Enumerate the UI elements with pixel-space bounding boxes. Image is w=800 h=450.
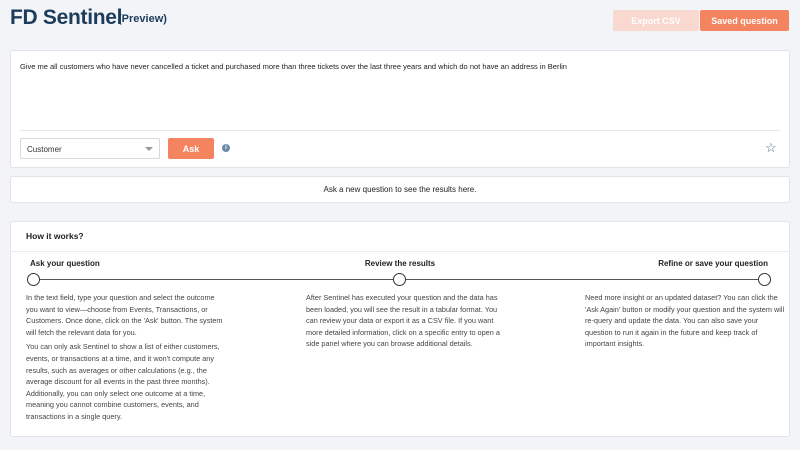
how-it-works-card: How it works? Ask your question Review t… xyxy=(10,221,790,437)
step-circle xyxy=(27,273,40,286)
question-input[interactable]: Give me all customers who have never can… xyxy=(20,62,567,71)
star-icon[interactable]: ☆ xyxy=(765,140,777,155)
preview-badge: (Preview) xyxy=(118,13,167,25)
export-csv-button[interactable]: Export CSV xyxy=(613,10,699,31)
step-circle xyxy=(393,273,406,286)
page-title: FD Sentinel xyxy=(10,6,123,29)
info-icon[interactable]: i xyxy=(222,144,230,152)
step-text: In the text field, type your question an… xyxy=(26,293,223,337)
step-text: You can only ask Sentinel to show a list… xyxy=(26,342,220,421)
step-description: After Sentinel has executed your questio… xyxy=(306,292,502,353)
ask-button[interactable]: Ask xyxy=(168,138,214,159)
divider xyxy=(20,130,780,131)
step-description: Need more insight or an updated dataset?… xyxy=(585,292,785,353)
outcome-select-value: Customer xyxy=(27,145,62,154)
step-text: After Sentinel has executed your questio… xyxy=(306,293,500,349)
chevron-down-icon xyxy=(145,147,153,151)
how-it-works-title: How it works? xyxy=(26,231,84,241)
saved-question-button[interactable]: Saved question xyxy=(700,10,789,31)
step-label: Ask your question xyxy=(30,259,100,268)
step-text: Need more insight or an updated dataset?… xyxy=(585,293,785,349)
outcome-select[interactable]: Customer xyxy=(20,138,160,159)
step-description: In the text field, type your question an… xyxy=(26,292,226,426)
results-placeholder: Ask a new question to see the results he… xyxy=(10,176,790,203)
results-message: Ask a new question to see the results he… xyxy=(323,185,477,194)
divider xyxy=(11,251,789,252)
step-label: Refine or save your question xyxy=(658,259,768,268)
step-circle xyxy=(758,273,771,286)
step-label: Review the results xyxy=(364,259,436,268)
query-card: Give me all customers who have never can… xyxy=(10,50,790,168)
